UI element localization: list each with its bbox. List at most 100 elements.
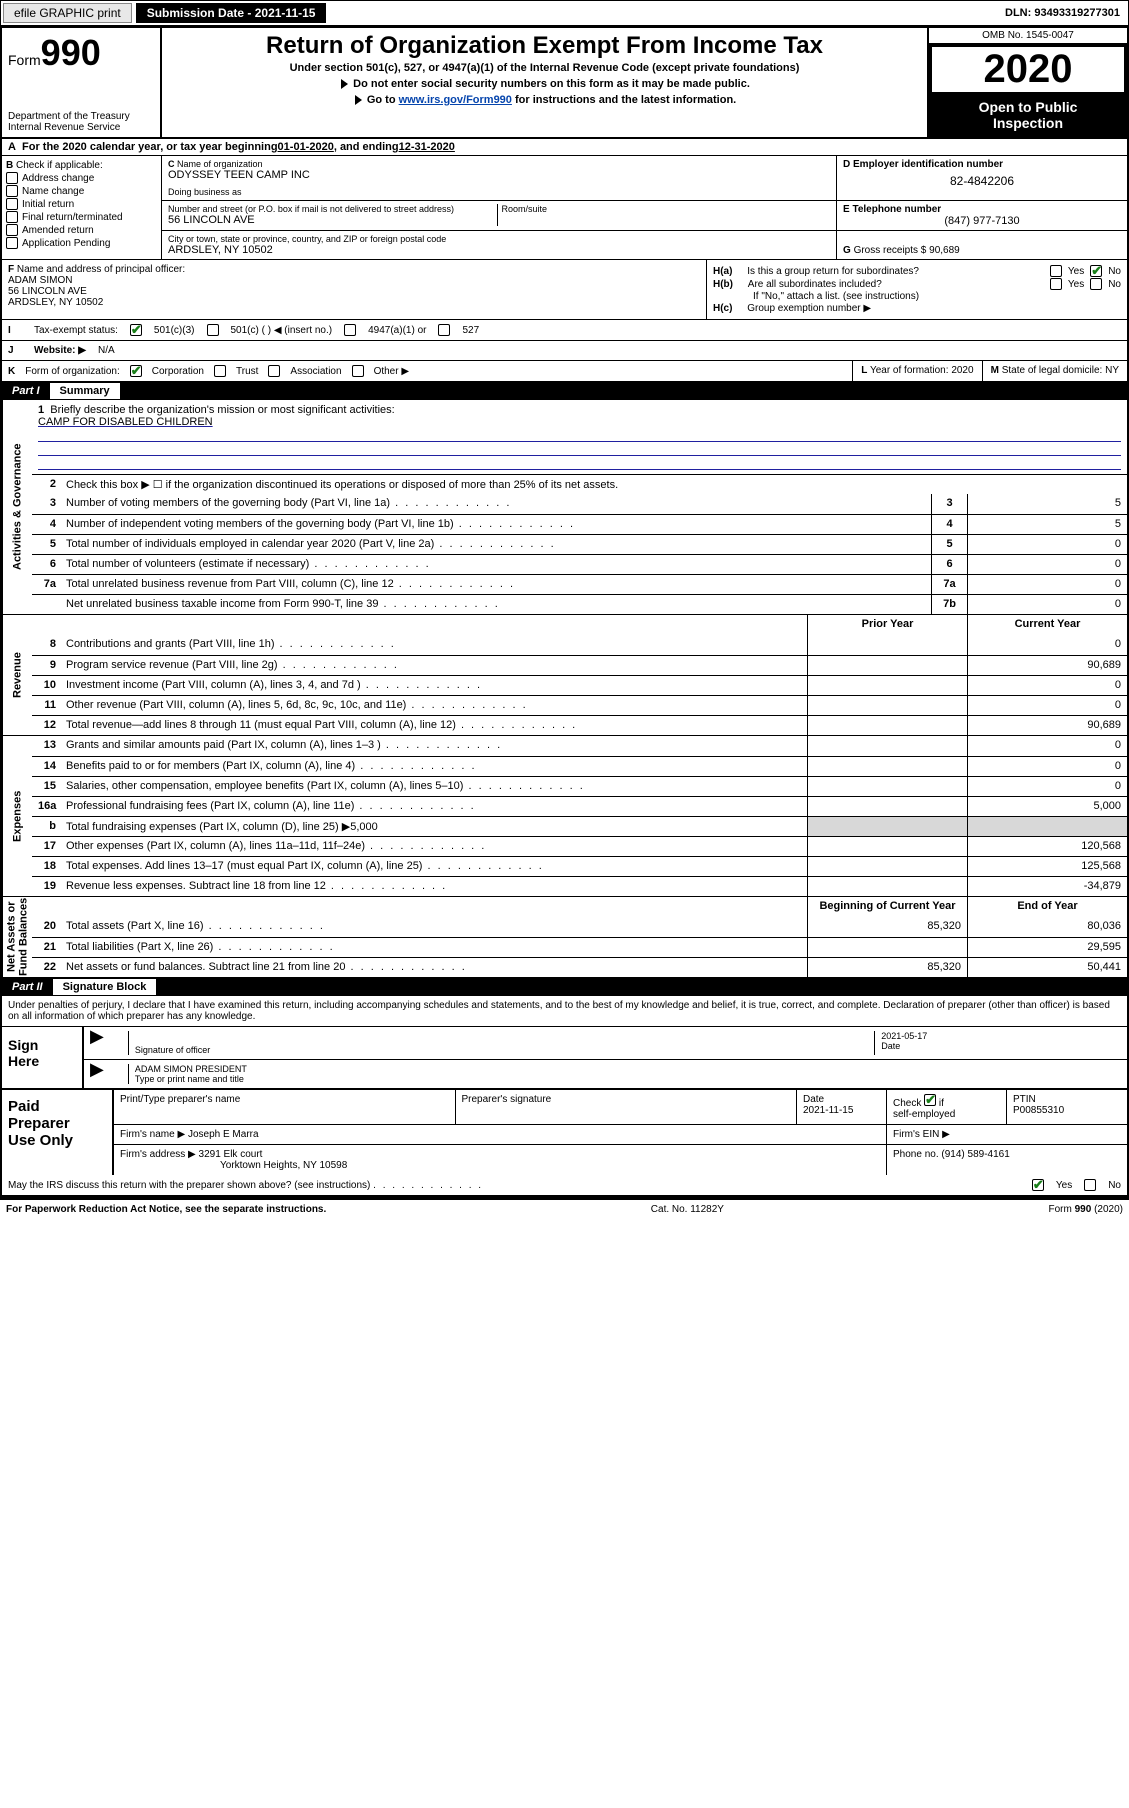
trust-checkbox[interactable]: [214, 365, 226, 377]
table-row: Net unrelated business taxable income fr…: [32, 594, 1127, 614]
501c3-checkbox[interactable]: [130, 324, 142, 336]
table-row: 9 Program service revenue (Part VIII, li…: [32, 655, 1127, 675]
irs-form990-link[interactable]: www.irs.gov/Form990: [399, 94, 512, 106]
table-row: 15 Salaries, other compensation, employe…: [32, 776, 1127, 796]
check-amended[interactable]: Amended return: [6, 224, 157, 236]
firm-ein-label: Firm's EIN ▶: [887, 1125, 1127, 1144]
netassets-header-row: Beginning of Current Year End of Year: [32, 897, 1127, 917]
part2-header: Part II Signature Block: [2, 978, 1127, 996]
website-row: J Website: ▶ N/A: [2, 341, 1127, 361]
table-row: 12 Total revenue—add lines 8 through 11 …: [32, 715, 1127, 735]
discuss-no-checkbox[interactable]: [1084, 1179, 1096, 1191]
firm-addr1: 3291 Elk court: [199, 1149, 263, 1160]
checkbox-icon[interactable]: [6, 172, 18, 184]
table-row: 11 Other revenue (Part VIII, column (A),…: [32, 695, 1127, 715]
527-checkbox[interactable]: [438, 324, 450, 336]
gross-receipts-value: 90,689: [929, 245, 960, 256]
period-end: 12-31-2020: [399, 141, 455, 153]
table-row: 10 Investment income (Part VIII, column …: [32, 675, 1127, 695]
efile-print-button[interactable]: efile GRAPHIC print: [3, 3, 132, 23]
column-c-d-e: C Name of organization ODYSSEY TEEN CAMP…: [162, 156, 1127, 259]
checkbox-icon[interactable]: [6, 211, 18, 223]
officer-addr1: 56 LINCOLN AVE: [8, 286, 87, 297]
checkbox-icon[interactable]: [6, 237, 18, 249]
firm-addr-label: Firm's address ▶: [120, 1149, 196, 1160]
street-value: 56 LINCOLN AVE: [168, 214, 497, 226]
form-number: Form990: [8, 32, 154, 74]
checkbox-icon[interactable]: [6, 185, 18, 197]
association-checkbox[interactable]: [268, 365, 280, 377]
table-row: 8 Contributions and grants (Part VIII, l…: [32, 635, 1127, 655]
hb-no-checkbox[interactable]: [1090, 278, 1102, 290]
revenue-header-row: Prior Year Current Year: [32, 615, 1127, 635]
table-row: 13 Grants and similar amounts paid (Part…: [32, 736, 1127, 756]
check-name-change[interactable]: Name change: [6, 185, 157, 197]
city-value: ARDSLEY, NY 10502: [168, 244, 830, 256]
ha-no-checkbox[interactable]: [1090, 265, 1102, 277]
net-assets-section: Net Assets or Fund Balances Beginning of…: [2, 897, 1127, 978]
corporation-checkbox[interactable]: [130, 365, 142, 377]
hb-label: Are all subordinates included?: [748, 279, 1044, 290]
hb-yes-checkbox[interactable]: [1050, 278, 1062, 290]
cat-number: Cat. No. 11282Y: [651, 1204, 724, 1215]
perjury-declaration: Under penalties of perjury, I declare th…: [2, 996, 1127, 1027]
form-990-page: Form990 Department of the Treasury Inter…: [0, 26, 1129, 1199]
year-formation: L Year of formation: 2020: [852, 361, 981, 381]
tax-year: 2020: [929, 44, 1127, 93]
form-ref: Form 990 (2020): [1049, 1204, 1123, 1215]
self-employed-check[interactable]: Check ifself-employed: [893, 1098, 955, 1120]
phone-label: Telephone number: [852, 204, 941, 215]
check-final-return[interactable]: Final return/terminated: [6, 211, 157, 223]
501c-checkbox[interactable]: [207, 324, 219, 336]
dba-label: Doing business as: [168, 187, 830, 197]
tax-period-row: A For the 2020 calendar year, or tax yea…: [2, 139, 1127, 156]
check-address-change[interactable]: Address change: [6, 172, 157, 184]
checkbox-icon[interactable]: [924, 1094, 936, 1106]
current-year-header: Current Year: [967, 615, 1127, 635]
table-row: 21 Total liabilities (Part X, line 26) 2…: [32, 937, 1127, 957]
other-checkbox[interactable]: [352, 365, 364, 377]
officer-name-title: ADAM SIMON PRESIDENT: [135, 1064, 1121, 1074]
identity-block: B Check if applicable: Address change Na…: [2, 156, 1127, 260]
ha-yes-checkbox[interactable]: [1050, 265, 1062, 277]
paid-preparer-label: Paid Preparer Use Only: [2, 1090, 112, 1175]
signature-label: Signature of officer: [135, 1045, 854, 1055]
check-initial-return[interactable]: Initial return: [6, 198, 157, 210]
ein-value: 82-4842206: [843, 170, 1121, 188]
table-row: 16a Professional fundraising fees (Part …: [32, 796, 1127, 816]
column-b-checkboxes: B Check if applicable: Address change Na…: [2, 156, 162, 259]
firm-phone-value: (914) 589-4161: [941, 1149, 1009, 1160]
firm-name-label: Firm's name ▶: [120, 1129, 185, 1140]
form-header: Form990 Department of the Treasury Inter…: [2, 28, 1127, 139]
form-word: Form: [8, 52, 41, 68]
preparer-sig-label: Preparer's signature: [456, 1090, 798, 1124]
open-to-public: Open to Public Inspection: [929, 93, 1127, 137]
instruction-2: Go to www.irs.gov/Form990 for instructio…: [172, 94, 917, 106]
officer-addr2: ARDSLEY, NY 10502: [8, 297, 103, 308]
i-label: Tax-exempt status:: [34, 325, 118, 336]
discuss-question: May the IRS discuss this return with the…: [8, 1180, 370, 1191]
street-label: Number and street (or P.O. box if mail i…: [168, 204, 497, 214]
part2-tab: Part II: [2, 979, 53, 995]
efile-topbar: efile GRAPHIC print Submission Date - 20…: [0, 0, 1129, 26]
firm-addr2: Yorktown Heights, NY 10598: [120, 1160, 347, 1171]
discuss-yes-checkbox[interactable]: [1032, 1179, 1044, 1191]
check-application-pending[interactable]: Application Pending: [6, 237, 157, 249]
officer-name-label: Type or print name and title: [135, 1074, 1121, 1084]
form-subtitle: Under section 501(c), 527, or 4947(a)(1)…: [172, 62, 917, 74]
mission-block: 1 Briefly describe the organization's mi…: [32, 400, 1127, 474]
table-row: 6 Total number of volunteers (estimate i…: [32, 554, 1127, 574]
submission-date-field: Submission Date - 2021-11-15: [136, 3, 327, 23]
firm-phone-label: Phone no.: [893, 1149, 939, 1160]
table-row: 18 Total expenses. Add lines 13–17 (must…: [32, 856, 1127, 876]
checkbox-icon[interactable]: [6, 198, 18, 210]
b-label: Check if applicable:: [16, 160, 103, 171]
org-form-row: K Form of organization: Corporation Trus…: [2, 361, 1127, 382]
part1-tab: Part I: [2, 383, 50, 399]
period-start: 01-01-2020: [278, 141, 334, 153]
checkbox-icon[interactable]: [6, 224, 18, 236]
gross-receipts-label: Gross receipts $: [854, 245, 927, 256]
4947-checkbox[interactable]: [344, 324, 356, 336]
org-name-label: Name of organization: [177, 159, 263, 169]
sign-here-block: Sign Here ▶ Signature of officer 2021-05…: [2, 1027, 1127, 1088]
